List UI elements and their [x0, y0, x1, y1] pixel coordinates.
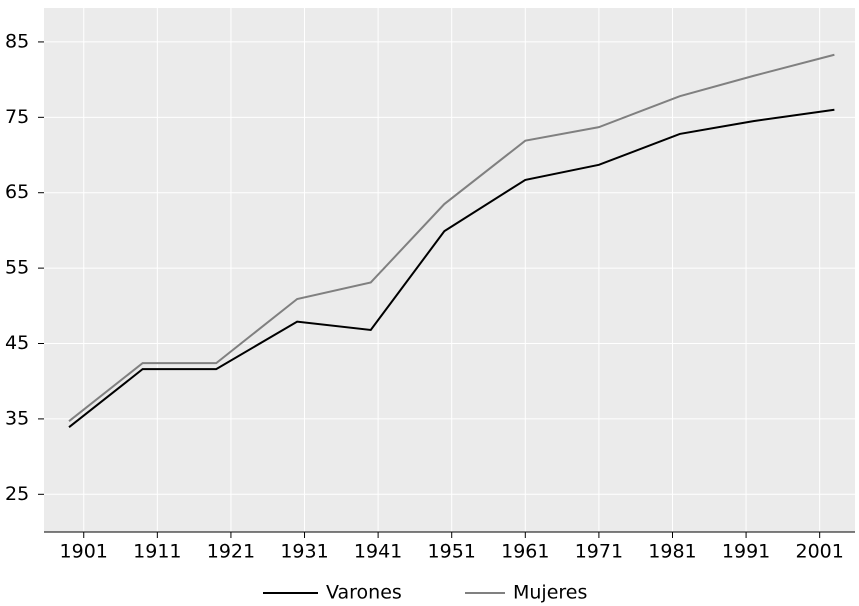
line [68, 53, 835, 422]
x-tick-label: 1991 [722, 541, 770, 563]
x-tick-label: 1961 [501, 541, 549, 563]
x-tick-label: 2001 [795, 541, 843, 563]
x-tick-label: 1901 [60, 541, 108, 563]
y-tick-label: 85 [5, 30, 29, 52]
x-tick-label: 1971 [575, 541, 623, 563]
x-tick-label: 1981 [648, 541, 696, 563]
x-tick-label: 1951 [428, 541, 476, 563]
y-tick-label: 25 [5, 483, 29, 505]
legend-label: Varones [326, 582, 402, 604]
y-tick-label: 35 [5, 407, 29, 429]
legend-label: Mujeres [513, 582, 587, 604]
line [68, 108, 835, 428]
x-tick-label: 1931 [280, 541, 328, 563]
y-tick-label: 65 [5, 181, 29, 203]
y-tick-label: 75 [5, 106, 29, 128]
y-tick-label: 55 [5, 257, 29, 279]
x-tick-label: 1921 [207, 541, 255, 563]
x-tick-label: 1941 [354, 541, 402, 563]
y-tick-label: 45 [5, 332, 29, 354]
x-tick-label: 1911 [133, 541, 181, 563]
plot-background [44, 8, 855, 532]
